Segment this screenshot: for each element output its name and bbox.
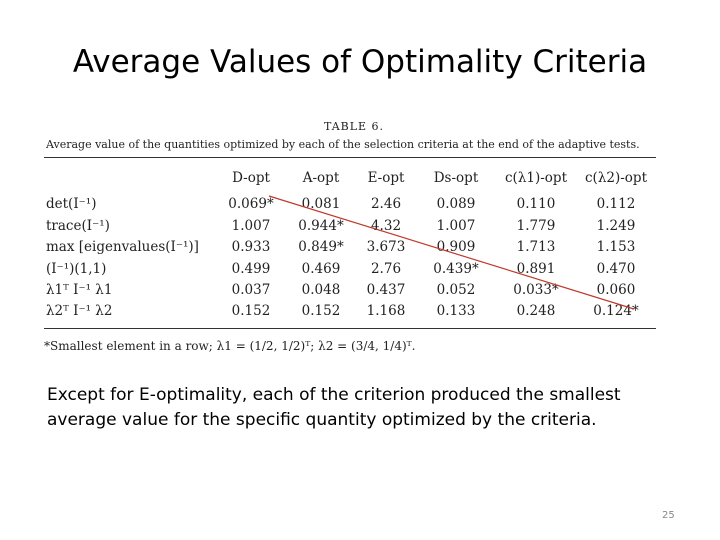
table-caption-text: Average value of the quantities optimize… <box>46 138 640 151</box>
table-cell: 0.048 <box>301 282 341 298</box>
row-label: det(I⁻¹) <box>46 196 97 212</box>
table-figure: TABLE 6. Average value of the quantities… <box>44 118 664 363</box>
table-cell: 0.439* <box>433 261 479 277</box>
table-cell: 1.779 <box>516 218 556 234</box>
table-cell: 0.933 <box>231 239 271 255</box>
column-header: A-opt <box>302 170 340 186</box>
column-header: Ds-opt <box>433 170 479 186</box>
column-header: E-opt <box>367 170 405 186</box>
table-cell: 3.673 <box>366 239 406 255</box>
table-cell: 1.153 <box>596 239 636 255</box>
column-header: D-opt <box>232 170 270 186</box>
table-cell: 0.081 <box>301 196 341 212</box>
row-label: (I⁻¹)(1,1) <box>46 261 107 277</box>
table-cell: 0.248 <box>516 303 556 319</box>
table-cell: 1.249 <box>596 218 636 234</box>
row-label: trace(I⁻¹) <box>46 218 110 234</box>
row-label: λ1ᵀ I⁻¹ λ1 <box>46 282 113 298</box>
table-bottom-rule <box>44 328 656 329</box>
table-cell: 2.76 <box>370 261 402 277</box>
table-cell: 0.849* <box>298 239 344 255</box>
table-cell: 0.437 <box>366 282 406 298</box>
table-cell: 1.007 <box>436 218 476 234</box>
diagonal-annotation-line <box>268 195 635 310</box>
table-cell: 0.060 <box>596 282 636 298</box>
table-cell: 0.944* <box>298 218 344 234</box>
table-cell: 0.052 <box>436 282 476 298</box>
table-cell: 1.168 <box>366 303 406 319</box>
table-cell: 0.152 <box>231 303 271 319</box>
page-number: 25 <box>662 510 675 521</box>
table-cell: 0.133 <box>436 303 476 319</box>
table-cell: 0.033* <box>513 282 559 298</box>
row-label: max [eigenvalues(I⁻¹)] <box>46 239 199 255</box>
table-cell: 0.499 <box>231 261 271 277</box>
table-cell: 0.037 <box>231 282 271 298</box>
table-cell: 1.007 <box>231 218 271 234</box>
table-top-rule <box>44 157 656 158</box>
row-label: λ2ᵀ I⁻¹ λ2 <box>46 303 113 319</box>
column-header: c(λ2)-opt <box>585 170 647 186</box>
table-cell: 0.110 <box>516 196 556 212</box>
table-footnote: *Smallest element in a row; λ1 = (1/2, 1… <box>44 339 416 353</box>
table-cell: 0.891 <box>516 261 556 277</box>
table-cell: 1.713 <box>516 239 556 255</box>
table-cell: 0.469 <box>301 261 341 277</box>
table-cell: 0.069* <box>228 196 274 212</box>
slide-title: Average Values of Optimality Criteria <box>72 44 648 80</box>
table-cell: 0.089 <box>436 196 476 212</box>
table-cell: 2.46 <box>370 196 402 212</box>
slide-body-text: Except for E-optimality, each of the cri… <box>47 385 621 430</box>
column-header: c(λ1)-opt <box>505 170 567 186</box>
table-cell: 0.152 <box>301 303 341 319</box>
table-caption-title: TABLE 6. <box>323 120 385 133</box>
table-cell: 0.470 <box>596 261 636 277</box>
table-cell: 0.112 <box>596 196 636 212</box>
